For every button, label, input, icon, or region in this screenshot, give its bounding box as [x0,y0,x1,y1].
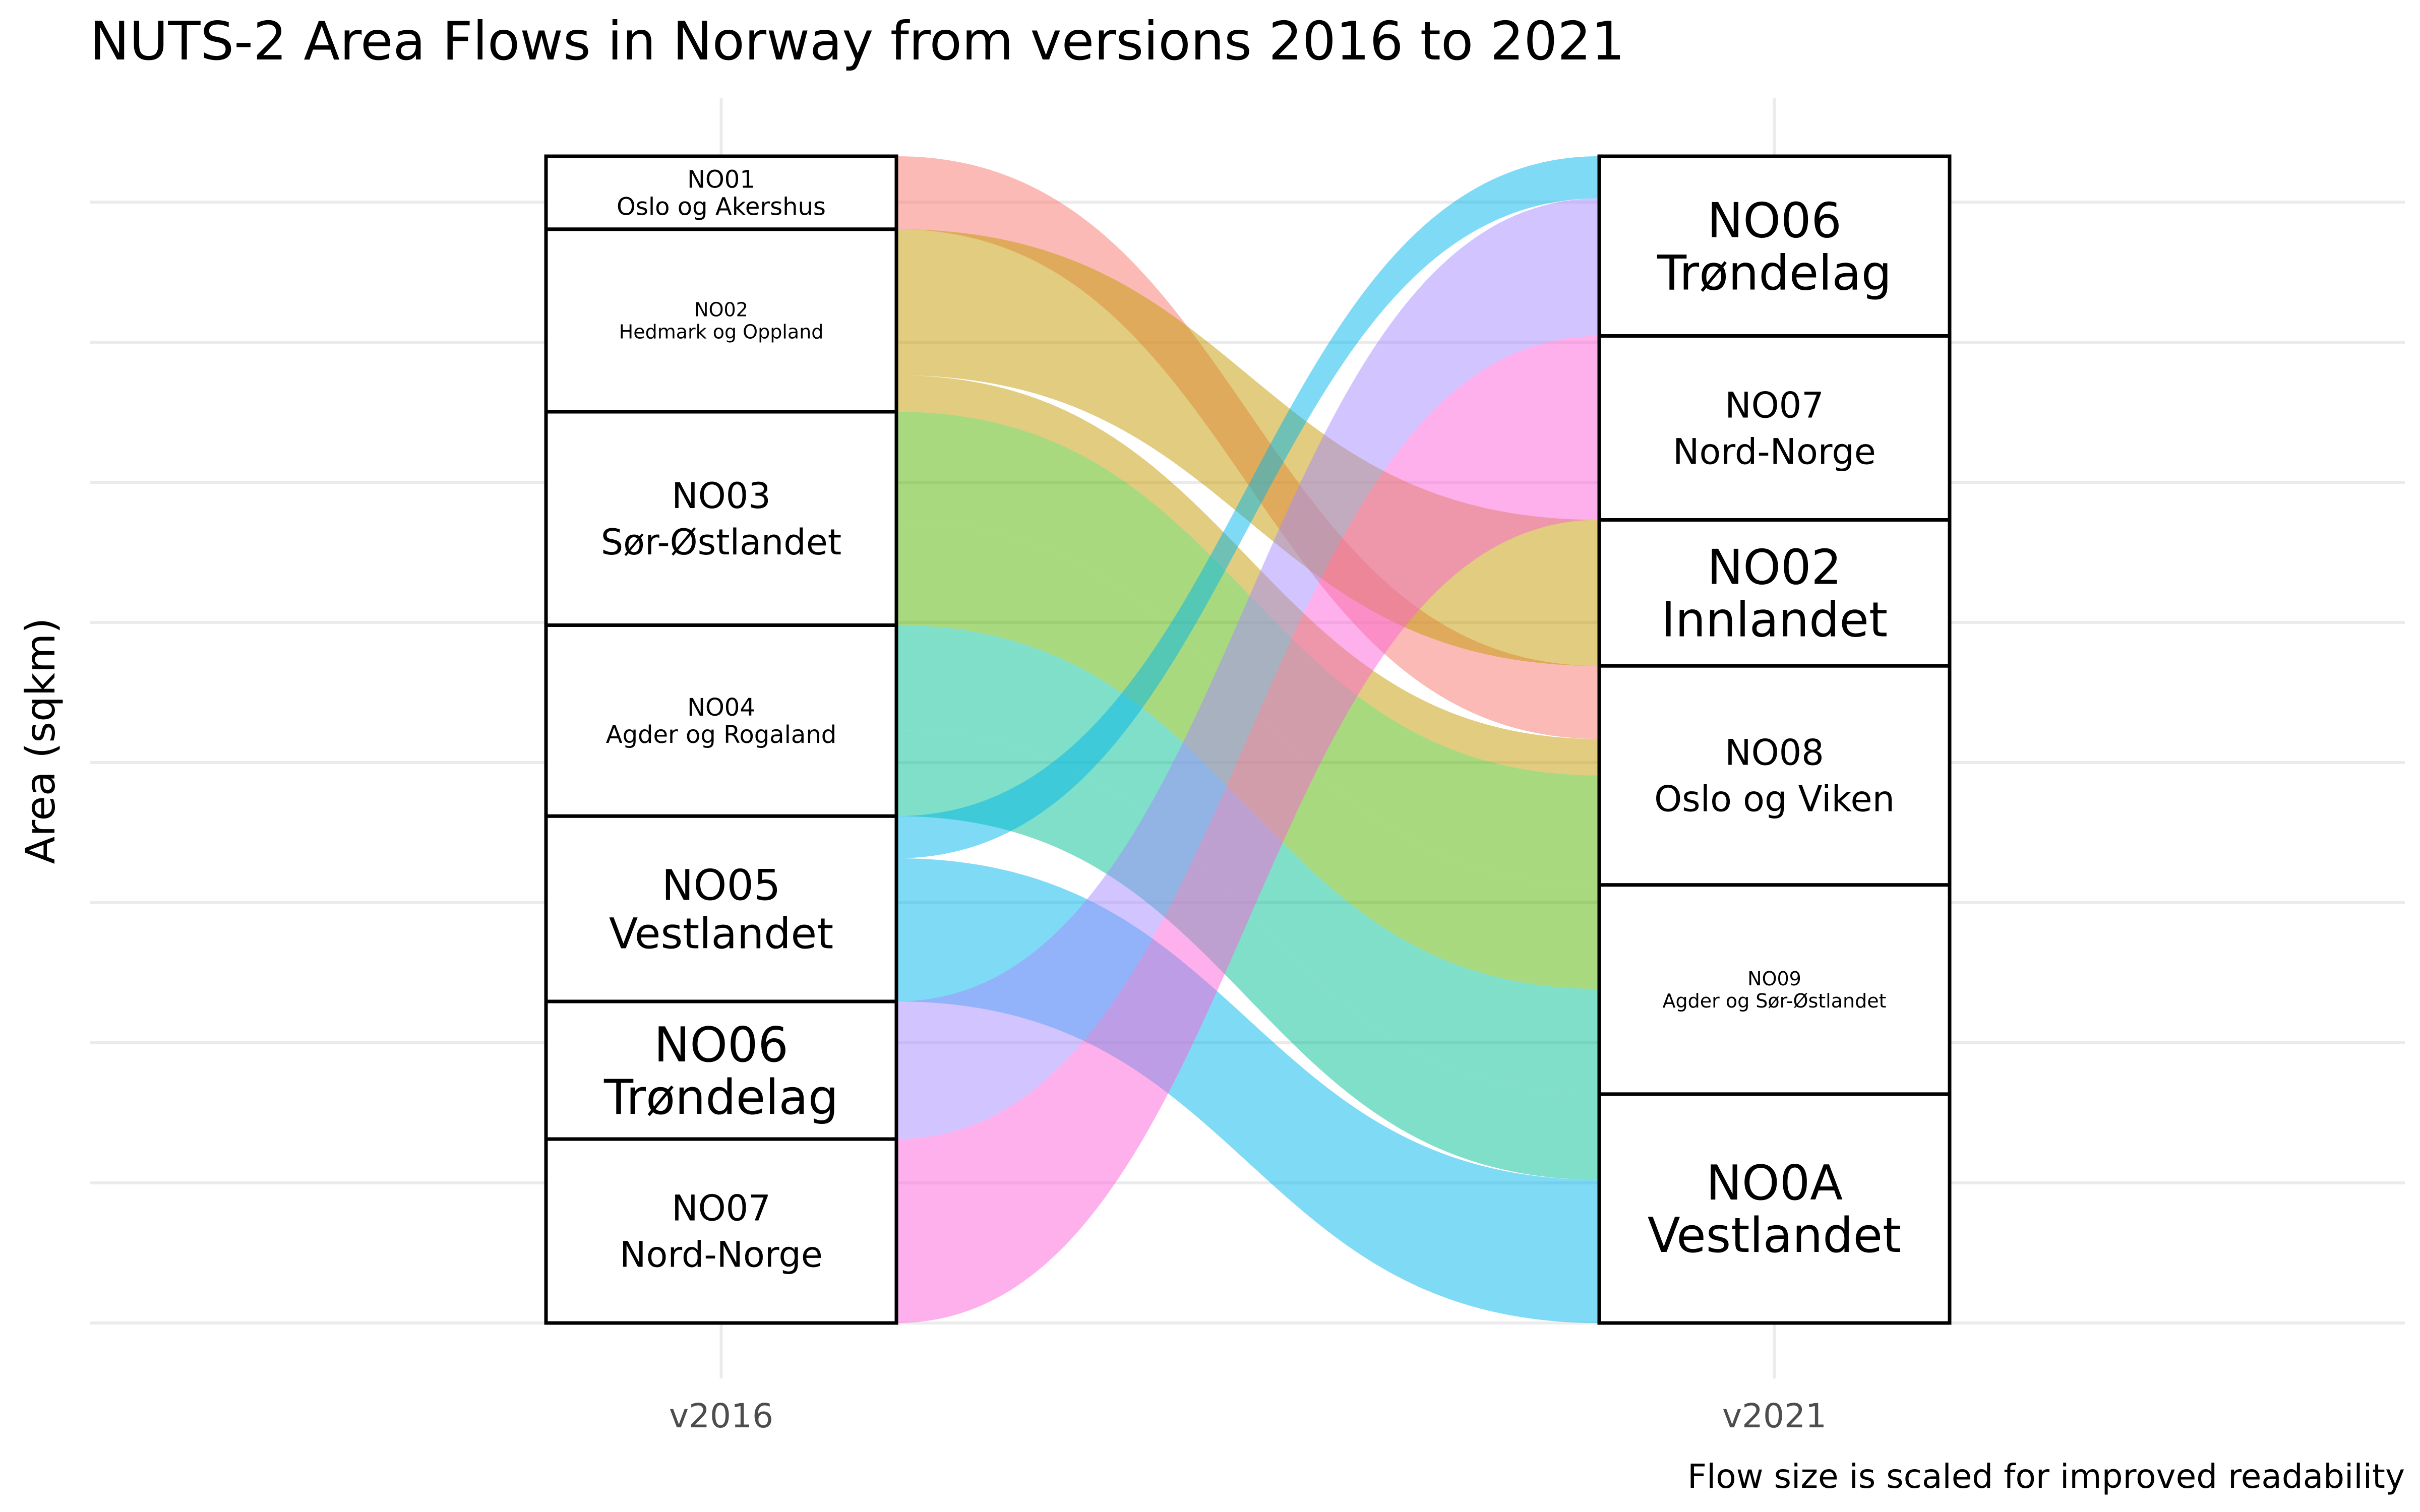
stratum-name-v2016-no04: Agder og Rogaland [606,721,836,749]
stratum-code-v2016-no05: NO05 [662,860,781,910]
stratum-code-v2021-no02: NO02 [1707,540,1842,596]
chart-title: NUTS-2 Area Flows in Norway from version… [90,11,1625,72]
stratum-code-v2021-no06: NO06 [1707,193,1842,248]
stratum-name-v2021-no06: Trøndelag [1657,245,1892,301]
stratum-name-v2016-no02: Hedmark og Oppland [619,321,824,343]
flow-no05-to-no06 [896,156,1599,858]
stratum-v2021-no06 [1597,154,1952,338]
flow-no06-to-no06 [896,198,1599,1140]
stratum-code-v2016-no01: NO01 [687,166,755,194]
stratum-code-v2021-no07: NO07 [1725,385,1824,426]
flow-no04-to-no0a [896,730,1599,1180]
stratum-name-v2016-no01: Oslo og Akershus [617,193,826,221]
x-axis: v2016 v2021 [669,1397,1827,1435]
stratum-name-v2021-no08: Oslo og Viken [1654,779,1895,820]
stratum-code-v2016-no02: NO02 [694,299,748,321]
stratum-code-v2021-no09: NO09 [1747,968,1801,990]
stratum-name-v2016-no05: Vestlandet [609,909,833,958]
stratum-name-v2021-no07: Nord-Norge [1673,431,1876,472]
stratum-v2016-no06 [544,999,898,1141]
stratum-name-v2021-no02: Innlandet [1661,593,1888,648]
caption: Flow size is scaled for improved readabi… [1687,1457,2405,1496]
stratum-v2016-no05 [544,814,898,1003]
stratum-code-v2016-no06: NO06 [654,1018,789,1073]
stratum-v2016-no03 [544,410,898,627]
y-axis-title: Area (sqkm) [17,618,64,864]
flow-no02-to-no08 [896,375,1599,776]
x-tick-label-v2016: v2016 [669,1397,773,1435]
stratum-v2021-no0a [1597,1092,1952,1325]
stratum-v2016-no01 [544,154,898,231]
flows [896,156,1599,1323]
stratum-v2021-no07 [1597,334,1952,522]
stratum-v2016-no04 [544,623,898,818]
stratum-name-v2016-no07: Nord-Norge [620,1234,823,1276]
stratum-code-v2016-no04: NO04 [687,694,755,722]
flow-no07-to-no07 [896,336,1599,1323]
stratum-name-v2021-no0a: Vestlandet [1648,1208,1902,1264]
stratum-code-v2021-no08: NO08 [1725,732,1824,774]
stratum-name-v2016-no03: Sør-Østlandet [601,522,842,563]
stratum-v2016-no02 [544,227,898,414]
stratum-code-v2016-no07: NO07 [672,1188,771,1229]
stratum-v2021-no09 [1597,883,1952,1096]
stratum-v2016-no07 [544,1137,898,1325]
stratum-v2021-no08 [1597,664,1952,887]
x-tick-label-v2021: v2021 [1722,1397,1827,1435]
stratum-name-v2021-no09: Agder og Sør-Østlandet [1663,990,1887,1012]
stratum-code-v2016-no03: NO03 [672,475,771,517]
stratum-v2021-no02 [1597,518,1952,668]
stratum-name-v2016-no06: Trøndelag [603,1070,838,1125]
stratum-code-v2021-no0a: NO0A [1706,1156,1843,1211]
